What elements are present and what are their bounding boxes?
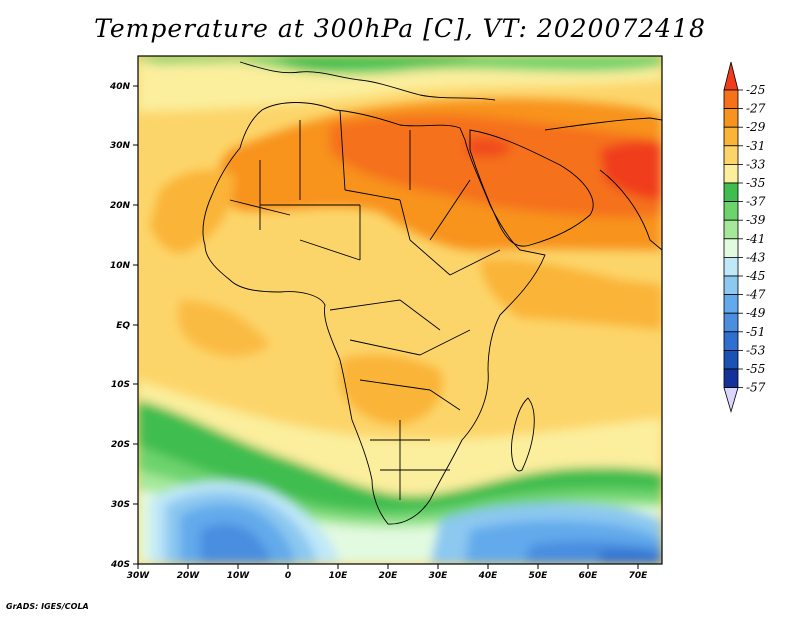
colorbar-swatch [723,126,739,147]
credit-text: GrADS: IGES/COLA [6,602,89,611]
colorbar-swatch [723,275,739,296]
lon-label: 10W [227,571,251,581]
longitude-labels: 30W 20W 10W 0 10E 20E 30E 40E 50E 60E 70… [127,571,648,581]
lon-label: 20W [177,571,201,581]
lon-label: 70E [629,571,649,581]
colorbar-top-arrow [723,61,739,91]
colorbar-swatch [723,294,739,314]
latitude-labels: 40N 30N 20N 10N EQ 10S 20S 30S 40S [109,82,131,570]
lon-label: 20E [379,571,399,581]
map-frame [137,55,663,565]
colorbar-label: -43 [746,250,766,264]
colorbar-label: -51 [746,325,765,339]
colorbar-swatch [723,238,739,258]
lat-label: 40S [110,560,130,570]
lon-label: 60E [579,571,599,581]
lon-label: 10E [329,571,349,581]
lat-label: 20S [111,440,130,450]
lat-label: 40N [109,82,131,92]
colorbar-label: -35 [746,176,765,190]
lat-label: 10N [110,261,131,271]
colorbar-swatch [723,182,739,203]
colorbar-label: -47 [746,288,766,302]
colorbar-label: -41 [746,232,765,246]
lat-label: 30N [110,141,131,151]
colorbar-swatch [723,331,739,351]
colorbar-label: -31 [746,139,765,153]
lon-label: 50E [529,571,549,581]
coastlines [202,61,662,525]
colorbar-label: -27 [746,102,766,116]
colorbar-label: -37 [746,195,766,209]
colorbar-swatch [723,312,739,333]
colorbar-swatch [723,89,739,110]
lon-label: 30W [127,571,151,581]
colorbar-swatch [723,368,739,389]
colorbar-swatch [723,108,739,128]
colorbar-swatch [723,256,739,277]
colorbar-swatch [723,349,739,370]
lat-label: 10S [111,380,130,390]
colorbar-bottom-arrow [723,387,739,414]
colorbar-swatch [723,163,739,184]
colorbar-swatch [723,219,739,240]
colorbar-swatch [723,145,739,165]
colorbar-label: -39 [746,213,766,227]
lat-label: 30S [111,500,130,510]
colorbar-label: -49 [746,306,766,320]
map-title: Temperature at 300hPa [C], VT: 202007241… [94,14,706,43]
colorbar-swatch [723,201,739,221]
axis-ticks [133,85,639,569]
lon-label: 30E [429,571,449,581]
colorbar-label: -45 [746,269,765,283]
colorbar-label: -53 [746,343,766,357]
colorbar-label: -29 [746,120,766,134]
lon-label: 40E [478,571,499,581]
colorbar-label: -33 [746,157,766,171]
lat-label: EQ [116,321,130,331]
colorbar-label: -55 [746,362,765,376]
colorbar-label: -25 [746,83,765,97]
colorbar-label: -57 [746,381,766,395]
lon-label: 0 [285,571,291,581]
colorbar: -25 -27 -29 -31 -33 -35 -37 -39 -41 -43 -45 -47 -49 -… [723,61,766,414]
lat-label: 20N [110,201,131,211]
